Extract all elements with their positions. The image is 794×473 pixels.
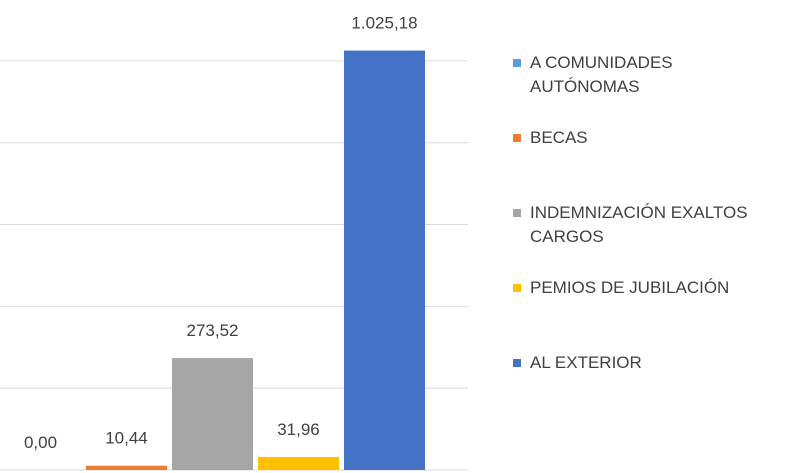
- legend-swatch: [513, 134, 521, 142]
- legend-label: PEMIOS DE JUBILACIÓN: [530, 278, 730, 297]
- value-label: 273,52: [187, 321, 239, 340]
- bar: [86, 465, 167, 470]
- legend-label: AL EXTERIOR: [530, 353, 642, 372]
- value-label: 0,00: [24, 433, 57, 452]
- legend-label: BECAS: [530, 128, 588, 147]
- legend-swatch: [513, 284, 521, 292]
- bar: [344, 50, 425, 470]
- value-label: 10,44: [105, 429, 148, 448]
- legend-label: A COMUNIDADES AUTÓNOMAS: [530, 53, 673, 96]
- bar: [258, 456, 339, 470]
- value-label: 1.025,18: [351, 14, 417, 33]
- legend-swatch: [513, 209, 521, 217]
- legend-label: INDEMNIZACIÓN EXALTOS CARGOS: [530, 203, 748, 246]
- legend-swatch: [513, 59, 521, 67]
- legend-swatch: [513, 359, 521, 367]
- value-label: 31,96: [277, 420, 320, 439]
- bar: [172, 358, 253, 470]
